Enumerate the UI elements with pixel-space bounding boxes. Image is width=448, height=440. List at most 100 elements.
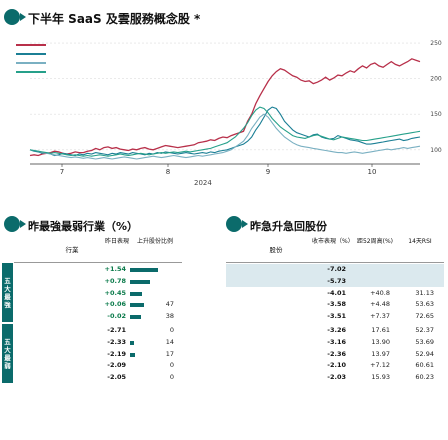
sector-change: +0.78: [104, 276, 126, 285]
x-tick-label: 10: [368, 168, 377, 176]
line-chart: 250 200 150 100 7 8 9 10: [29, 40, 442, 176]
stock-rsi: 60.61: [415, 361, 434, 370]
mover-row: -3.51 +7.37 72.65: [226, 311, 444, 323]
stock-from-high: +4.48: [370, 300, 390, 309]
x-tick-label: 7: [60, 168, 64, 176]
mover-row: -5.73: [226, 275, 444, 288]
legend-item: [16, 40, 50, 49]
y-tick-label: 200: [430, 76, 442, 83]
sector-change: -2.19: [107, 349, 126, 358]
legend-item: [16, 49, 50, 58]
sector-change: -2.05: [107, 373, 126, 382]
legend-item: [16, 58, 50, 67]
sector-ratio: 38: [165, 312, 174, 321]
movers-title: 昨急升急回股份: [250, 220, 327, 233]
sector-change: -2.09: [107, 361, 126, 370]
series-line-2: [29, 113, 421, 160]
col-header-close: 收市表現（%）: [312, 238, 354, 245]
sectors-table: 行業 昨日表現 上升股份比例 五大最強 五大最弱 +1.54 +0.78 +0.45…: [2, 238, 216, 438]
col-header-ratio: 上升股份比例: [136, 238, 173, 245]
stock-change: -2.36: [327, 349, 346, 358]
stock-rsi: 53.63: [415, 300, 434, 309]
sector-ratio: 47: [165, 300, 174, 309]
weak-group-label: 五大最弱: [2, 324, 13, 383]
chart-legend: [16, 40, 50, 76]
ratio-bar: [130, 352, 135, 357]
section-badge-chart: [4, 9, 26, 25]
stock-rsi: 52.37: [415, 326, 434, 334]
year-label: 2024: [194, 179, 212, 187]
sector-row: -2.05 0: [2, 372, 216, 384]
x-tick-label: 9: [266, 168, 270, 176]
section-badge-sectors: [4, 216, 26, 232]
ratio-bar: [130, 315, 141, 320]
mover-row: -3.16 13.90 53.69: [226, 337, 444, 349]
ratio-bar: [130, 340, 134, 345]
mover-row: -3.58 +4.48 53.63: [226, 299, 444, 311]
sector-row: +0.78: [2, 276, 216, 288]
stock-change: -7.02: [327, 265, 346, 273]
stock-from-high: 15.93: [371, 373, 390, 382]
movers-table: 股份 收市表現（%） 距52周高(%) 14天RSI -7.02 -5.73 -4.…: [226, 238, 446, 438]
series-layer: [29, 58, 421, 160]
y-tick-label: 250: [430, 40, 442, 47]
ratio-bar: [130, 279, 150, 284]
stock-change: -3.51: [327, 312, 346, 321]
header-rule: [14, 262, 182, 263]
stock-from-high: 13.97: [371, 349, 390, 358]
col-header-sector: 行業: [65, 246, 79, 254]
stock-from-high: +7.37: [370, 312, 390, 321]
col-header-change: 昨日表現: [104, 238, 129, 245]
mover-row: -3.26 17.61 52.37: [226, 325, 444, 337]
tick-layer: 250 200 150 100 7 8 9 10: [60, 40, 442, 176]
stock-change: -2.10: [327, 361, 346, 370]
stock-change: -4.01: [327, 288, 346, 297]
mover-row: -2.10 +7.12 60.61: [226, 360, 444, 372]
stock-change: -3.26: [327, 326, 346, 334]
legend-swatch: [16, 61, 46, 64]
series-line-0: [29, 58, 421, 157]
col-header-from-high: 距52周高(%): [356, 238, 394, 245]
stock-rsi: 52.94: [415, 349, 434, 358]
stock-rsi: 31.13: [415, 288, 434, 297]
legend-swatch: [16, 70, 46, 73]
ratio-bar: [130, 303, 144, 308]
sector-row: -2.33 14: [2, 337, 216, 349]
section-badge-movers: [226, 216, 248, 232]
legend-swatch: [16, 52, 46, 55]
sector-row: -2.19 17: [2, 349, 216, 361]
sector-change: -0.02: [107, 312, 126, 321]
ratio-bar: [130, 268, 158, 272]
stock-rsi: 60.23: [415, 373, 434, 382]
sector-row: +0.45: [2, 288, 216, 300]
sector-change: -2.71: [107, 326, 126, 334]
sector-row: -2.71 0: [2, 325, 216, 337]
y-tick-label: 150: [430, 111, 442, 118]
sector-row: -0.02 38: [2, 311, 216, 323]
stock-change: -5.73: [327, 276, 346, 285]
sector-change: +0.06: [104, 300, 126, 309]
stock-rsi: 53.69: [415, 337, 434, 346]
stock-change: -3.58: [327, 300, 346, 309]
y-tick-label: 100: [430, 147, 442, 154]
stock-from-high: +40.8: [370, 288, 390, 297]
strong-group-label: 五大最強: [2, 263, 13, 322]
stock-from-high: 17.61: [371, 326, 390, 334]
col-header-stock: 股份: [269, 246, 283, 254]
grid-layer: [30, 42, 420, 151]
sector-change: +1.54: [104, 265, 126, 273]
sector-row: +1.54: [2, 264, 216, 276]
sector-row: +0.06 47: [2, 299, 216, 311]
series-line-1: [29, 106, 421, 157]
mover-row: -7.02: [226, 264, 444, 276]
sector-ratio: 0: [169, 373, 174, 382]
sector-change: -2.33: [107, 337, 126, 346]
col-header-rsi: 14天RSI: [408, 238, 432, 245]
page-title: 下半年 SaaS 及雲服務概念股 *: [28, 12, 201, 26]
sectors-title: 昨最強最弱行業（%）: [28, 220, 139, 233]
sector-change: +0.45: [104, 288, 126, 297]
x-tick-label: 8: [166, 168, 170, 176]
stock-rsi: 72.65: [415, 312, 434, 321]
header-rule: [226, 262, 444, 263]
mover-row: -4.01 +40.8 31.13: [226, 288, 444, 300]
